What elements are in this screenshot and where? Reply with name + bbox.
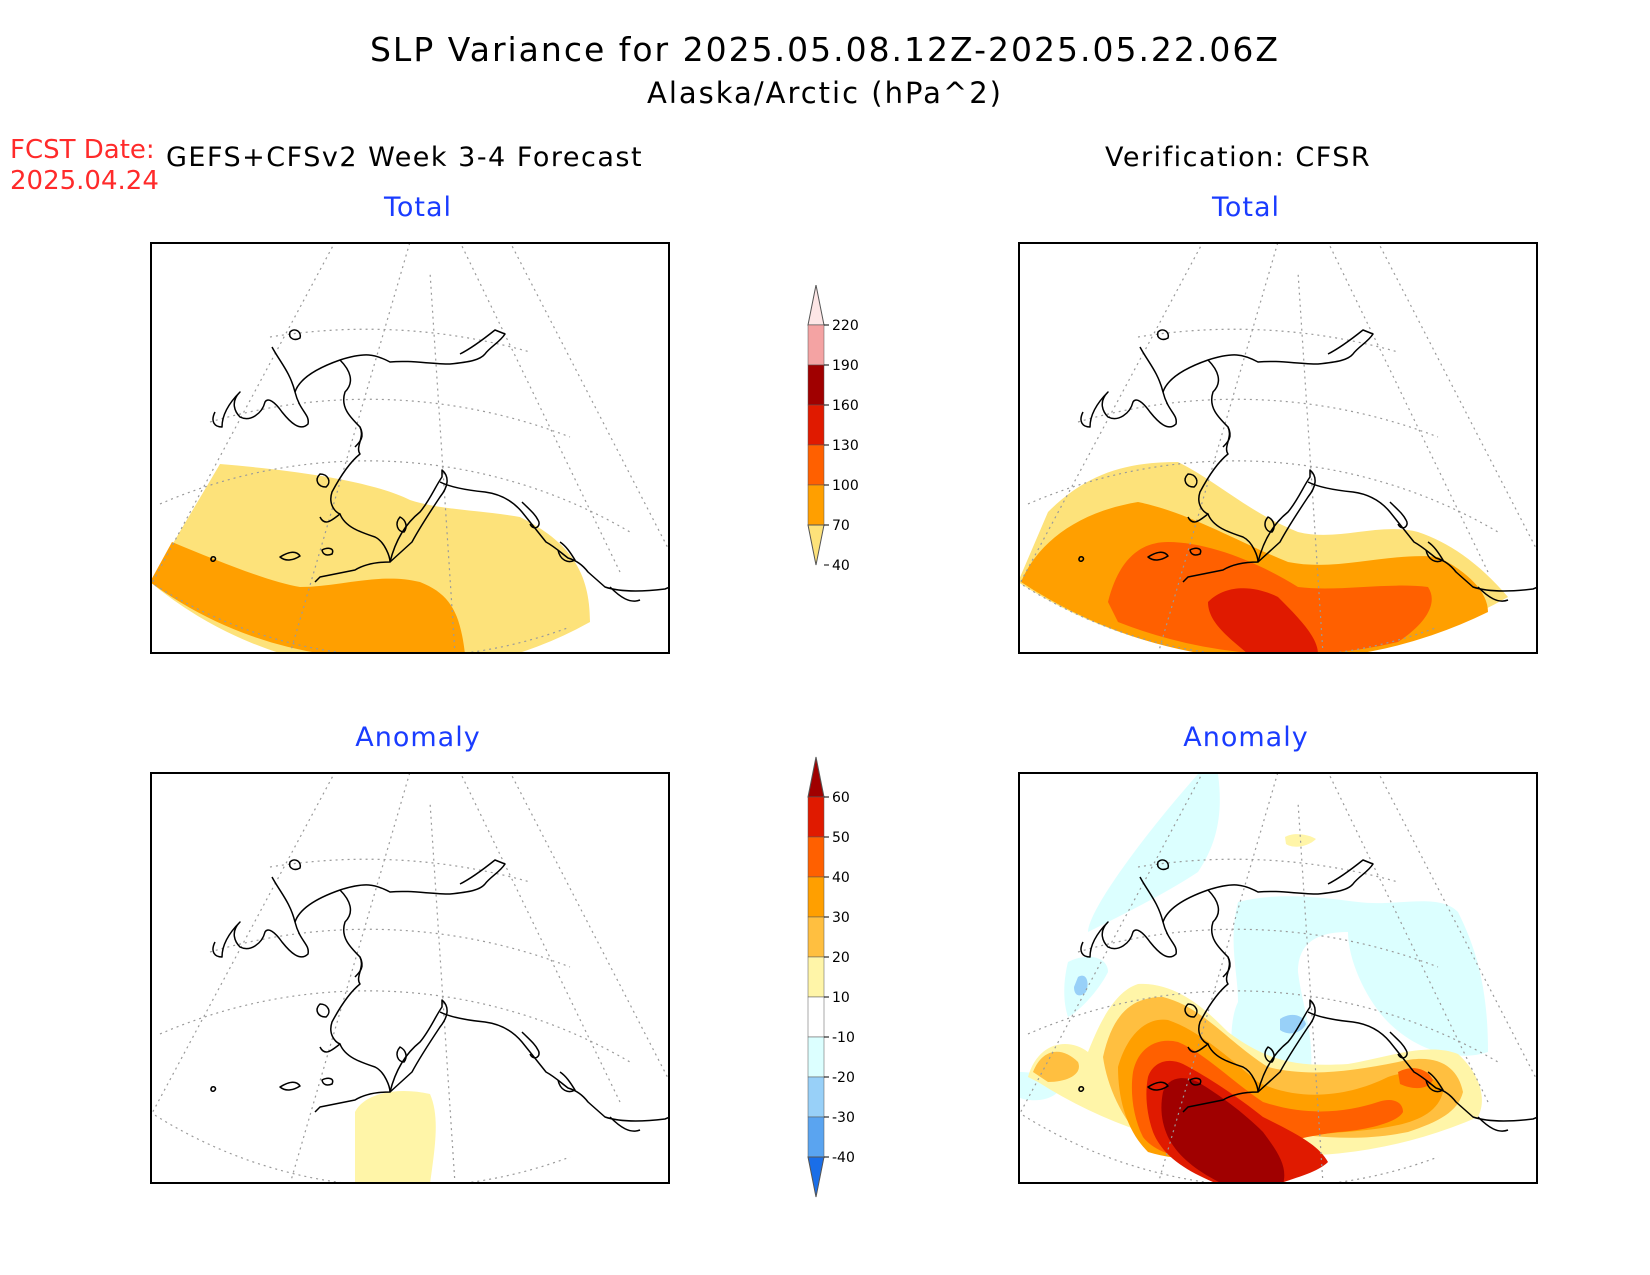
colorbar-bottom-arrow	[807, 524, 825, 566]
coastline-basemap	[150, 772, 670, 1184]
shade-10-20	[355, 1091, 436, 1184]
colorbar-label: -20	[832, 1070, 855, 1086]
forecast-anomaly-map	[150, 772, 670, 1184]
forecast-column-header: GEFS+CFSv2 Week 3-4 Forecast	[166, 142, 644, 173]
shade-above-60	[1161, 1078, 1285, 1184]
forecast-date-block: FCST Date: 2025.04.24	[10, 135, 159, 197]
colorbar-swatch	[807, 1076, 825, 1118]
colorbar-top-arrow	[807, 756, 825, 798]
colorbar-label: 100	[832, 478, 859, 494]
anomaly-colorbar: 60 50 40 30 20 10 -10 -20 -30 -40	[807, 756, 855, 1198]
colorbar-swatch	[807, 876, 825, 918]
verification-anomaly-title: Anomaly	[1183, 722, 1309, 753]
figure-title: SLP Variance for 2025.05.08.12Z-2025.05.…	[369, 30, 1281, 69]
colorbar-swatch	[807, 324, 825, 366]
forecast-total-title: Total	[383, 192, 453, 223]
colorbar-swatch	[807, 956, 825, 998]
colorbar-label: 20	[832, 950, 850, 966]
coastline-basemap	[1018, 242, 1538, 654]
shade-10-20	[1285, 834, 1316, 847]
colorbar-label: 10	[832, 990, 850, 1006]
colorbar-label: 30	[832, 910, 850, 926]
colorbar-top-arrow	[807, 285, 825, 326]
colorbar-swatch	[807, 404, 825, 446]
colorbar-swatch	[807, 1116, 825, 1158]
shade-70-100	[150, 542, 465, 654]
forecast-anomaly-title: Anomaly	[355, 722, 481, 753]
colorbar-swatch	[807, 836, 825, 878]
colorbar-label: 130	[832, 438, 859, 454]
shade-minus20-minus30	[1074, 975, 1088, 996]
coastline-basemap	[1018, 772, 1538, 1184]
colorbar-label: 70	[832, 518, 850, 534]
colorbar-label: -10	[832, 1030, 855, 1046]
colorbar-swatch	[807, 444, 825, 486]
colorbar-label: 220	[832, 318, 859, 334]
verification-anomaly-map	[1018, 772, 1538, 1184]
coastline-basemap	[150, 242, 670, 654]
colorbar-label: 40	[832, 870, 850, 886]
shade-130-160	[1208, 588, 1318, 654]
map-frame	[1018, 772, 1538, 1184]
verification-total-title: Total	[1211, 192, 1281, 223]
forecast-date-value: 2025.04.24	[10, 166, 159, 196]
colorbar-label: 190	[832, 358, 859, 374]
colorbar-label: -40	[832, 1150, 855, 1166]
colorbar-swatch	[807, 916, 825, 958]
colorbar-swatch	[807, 796, 825, 838]
forecast-date-label: FCST Date:	[10, 135, 155, 165]
colorbar-swatch	[807, 484, 825, 526]
figure-subtitle: Alaska/Arctic (hPa^2)	[647, 76, 1003, 110]
map-frame	[150, 242, 670, 654]
shade-minus20-minus30	[1280, 1014, 1306, 1034]
shade-minus10-minus20	[1231, 896, 1488, 1100]
colorbar-label: -30	[832, 1110, 855, 1126]
shade-minus10-minus20	[1088, 774, 1220, 932]
map-frame	[150, 772, 670, 1184]
colorbar-swatch	[807, 364, 825, 406]
verification-total-map	[1018, 242, 1538, 654]
colorbar-swatch	[807, 996, 825, 1038]
colorbar-label: 160	[832, 398, 859, 414]
total-colorbar: 220 190 160 130 100 70 40	[807, 285, 859, 574]
colorbar-bottom-arrow	[807, 1156, 825, 1198]
colorbar-swatch	[807, 1036, 825, 1078]
colorbar-label: 60	[832, 790, 850, 806]
colorbar-label: 40	[832, 558, 850, 574]
map-frame	[1018, 242, 1538, 654]
verification-column-header: Verification: CFSR	[1105, 142, 1372, 173]
colorbar-label: 50	[832, 830, 850, 846]
forecast-total-map	[150, 242, 670, 654]
